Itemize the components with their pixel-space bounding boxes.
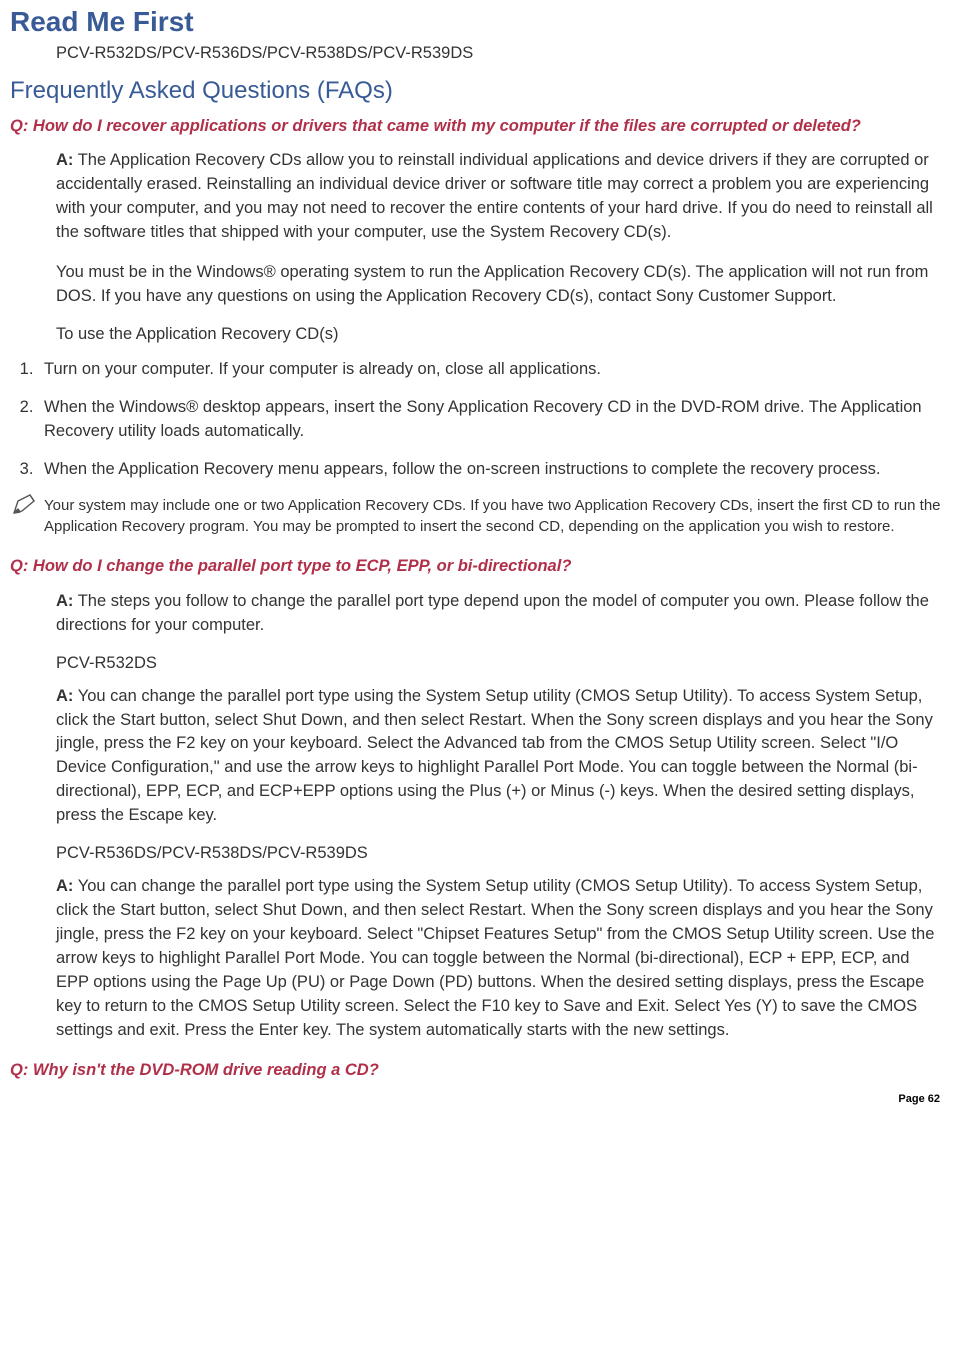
answer-label: A:: [56, 687, 73, 705]
faq-answer-1: A: The Application Recovery CDs allow yo…: [56, 149, 944, 344]
answer-paragraph: A: You can change the parallel port type…: [56, 875, 944, 1042]
faq-question-1: Q: How do I recover applications or driv…: [10, 115, 944, 137]
answer-paragraph: A: The Application Recovery CDs allow yo…: [56, 149, 944, 245]
faq-answer-2: A: The steps you follow to change the pa…: [56, 590, 944, 1043]
step-item: When the Windows® desktop appears, inser…: [38, 396, 944, 444]
answer-text: You can change the parallel port type us…: [56, 877, 934, 1039]
model-sublabel: PCV-R536DS/PCV-R538DS/PCV-R539DS: [56, 844, 944, 863]
answer-sublead: To use the Application Recovery CD(s): [56, 325, 944, 344]
steps-list: Turn on your computer. If your computer …: [32, 358, 944, 482]
section-heading-faqs: Frequently Asked Questions (FAQs): [10, 77, 944, 105]
step-item: When the Application Recovery menu appea…: [38, 458, 944, 482]
page-number: Page 62: [10, 1093, 944, 1105]
answer-text: The steps you follow to change the paral…: [56, 592, 929, 634]
answer-label: A:: [56, 151, 73, 169]
model-sublabel: PCV-R532DS: [56, 654, 944, 673]
pencil-icon: [10, 491, 40, 522]
note-callout: Your system may include one or two Appli…: [10, 495, 944, 537]
answer-paragraph: A: You can change the parallel port type…: [56, 685, 944, 829]
model-numbers: PCV-R532DS/PCV-R536DS/PCV-R538DS/PCV-R53…: [56, 44, 944, 63]
page-title: Read Me First: [10, 6, 944, 38]
page-container: Read Me First PCV-R532DS/PCV-R536DS/PCV-…: [0, 0, 954, 1115]
answer-paragraph: A: The steps you follow to change the pa…: [56, 590, 944, 638]
answer-label: A:: [56, 592, 73, 610]
answer-paragraph: You must be in the Windows® operating sy…: [56, 261, 944, 309]
step-item: Turn on your computer. If your computer …: [38, 358, 944, 382]
faq-question-3: Q: Why isn't the DVD-ROM drive reading a…: [10, 1059, 944, 1081]
answer-text: You can change the parallel port type us…: [56, 687, 933, 825]
answer-label: A:: [56, 877, 73, 895]
answer-text: The Application Recovery CDs allow you t…: [56, 151, 933, 241]
note-text: Your system may include one or two Appli…: [44, 495, 944, 537]
faq-question-2: Q: How do I change the parallel port typ…: [10, 555, 944, 577]
